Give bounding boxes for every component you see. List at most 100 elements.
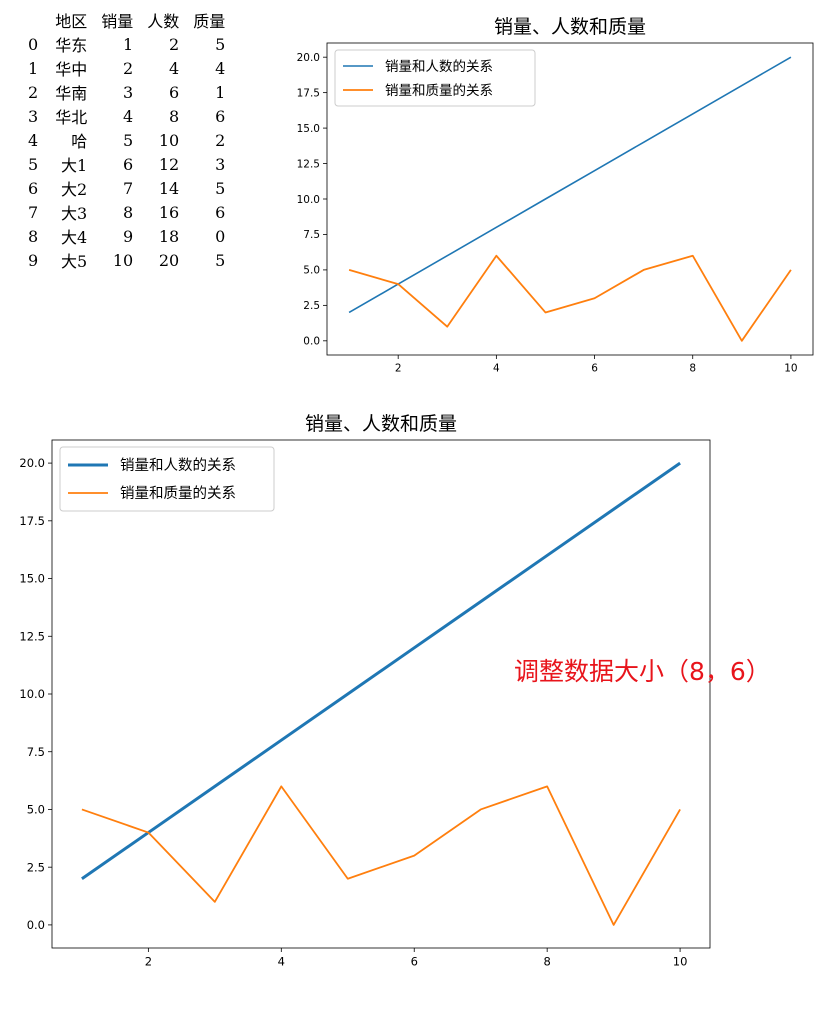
table-cell: 1: [215, 82, 226, 102]
x-tick-label: 2: [145, 955, 152, 969]
table-cell: 2: [169, 34, 180, 54]
table-cell: 大1: [61, 156, 88, 175]
series-line-1: [81, 461, 681, 880]
table-cell: 6: [215, 106, 226, 126]
y-tick-label: 10.0: [297, 194, 320, 206]
table-cell: 5: [215, 34, 226, 54]
table-cell: 5: [215, 250, 226, 270]
table-row: 2 华南 3 6 1: [20, 80, 232, 104]
legend-label: 销量和质量的关系: [120, 485, 236, 502]
row-index: 2: [28, 82, 39, 102]
row-index: 1: [28, 58, 39, 78]
row-index: 5: [28, 154, 39, 174]
chart-title: 销量、人数和质量: [494, 16, 646, 38]
table-cell: 1: [123, 34, 134, 54]
table-cell: 20: [158, 250, 180, 270]
table-cell: 2: [215, 130, 226, 150]
table-cell: 4: [123, 106, 134, 126]
table-row: 7 大3 8 16 6: [20, 200, 232, 224]
table-cell: 12: [158, 154, 180, 174]
table-cell: 14: [158, 178, 180, 198]
chart-top-group: 销量、人数和质量 2 4 6 8 10 0.0 2.5 5.0 7.5 10.0 12.5 15.0 17…: [297, 16, 814, 375]
row-index: 7: [28, 202, 39, 222]
x-tick-label: 6: [591, 363, 598, 375]
table-cell: 4: [215, 58, 226, 78]
x-tick-label: 10: [673, 955, 688, 969]
x-tick-label: 2: [395, 363, 402, 375]
y-tick-label: 0.0: [303, 336, 320, 348]
table-cell: 0: [215, 226, 226, 246]
y-tick-label: 12.5: [19, 629, 45, 643]
table-cell: 16: [158, 202, 180, 222]
table-cell: 3: [215, 154, 226, 174]
table-cell: 5: [215, 178, 226, 198]
table-cell: 6: [123, 154, 134, 174]
y-tick-label: 2.5: [27, 860, 45, 874]
table-row: 0 华东 1 2 5: [20, 32, 232, 56]
table-cell: 8: [123, 202, 134, 222]
table-cell: 4: [169, 58, 180, 78]
y-tick-label: 2.5: [303, 300, 320, 312]
column-header: 地区: [55, 12, 88, 31]
table-row: 4 哈 5 10 2: [20, 128, 232, 152]
table-cell: 华南: [55, 84, 88, 103]
row-index: 8: [28, 226, 39, 246]
column-header: 销量: [101, 12, 134, 31]
table-cell: 8: [169, 106, 180, 126]
row-index: 3: [28, 106, 39, 126]
y-tick-label: 17.5: [19, 514, 45, 528]
y-tick-label: 12.5: [297, 158, 320, 170]
axes-frame: [51, 439, 711, 949]
table-row: 9 大5 10 20 5: [20, 248, 232, 272]
table-cell: 3: [123, 82, 134, 102]
x-tick-label: 6: [411, 955, 418, 969]
legend-box: [334, 49, 536, 107]
y-tick-label: 17.5: [297, 87, 320, 99]
legend-label: 销量和人数的关系: [120, 457, 236, 474]
table-cell: 6: [215, 202, 226, 222]
series-line-1: [348, 56, 792, 314]
legend-label: 销量和质量的关系: [385, 83, 493, 99]
y-tick-label: 10.0: [19, 687, 45, 701]
table-cell: 10: [158, 130, 180, 150]
legend-label: 销量和人数的关系: [385, 59, 493, 75]
y-tick-label: 20.0: [297, 52, 320, 64]
annotation-text: 调整数据大小（8，6）: [514, 657, 771, 686]
table-cell: 18: [158, 226, 180, 246]
x-tick-label: 10: [784, 363, 797, 375]
y-tick-label: 15.0: [297, 123, 320, 135]
row-index: 4: [28, 130, 39, 150]
table-cell: 2: [123, 58, 134, 78]
table-row: 6 大2 7 14 5: [20, 176, 232, 200]
x-tick-label: 4: [278, 955, 285, 969]
legend-box: [59, 446, 275, 512]
dataframe-table: 地区 销量 人数 质量 0 华东 1 2 5 1 华中 2 4 4 2 华南 3 6 1 3 华北 4 8 6 4 哈 5 1…: [20, 8, 232, 272]
table-row: 3 华北 4 8 6: [20, 104, 232, 128]
y-tick-label: 7.5: [27, 745, 45, 759]
row-index: 0: [28, 34, 39, 54]
table-cell: 大2: [61, 180, 88, 199]
table-cell: 哈: [71, 132, 88, 151]
row-index: 9: [28, 250, 39, 270]
y-tick-label: 5.0: [27, 803, 45, 817]
table-cell: 华中: [55, 60, 88, 79]
table-cell: 华东: [55, 36, 88, 55]
chart-bottom: 销量、人数和质量 2 4 6 8 10 0.0 2.5 5.0 7.5 10.0 12.5 15.0 17…: [19, 413, 711, 969]
table-cell: 6: [169, 82, 180, 102]
table-cell: 大4: [61, 228, 88, 247]
table-row: 1 华中 2 4 4: [20, 56, 232, 80]
x-tick-label: 4: [493, 363, 500, 375]
y-tick-label: 5.0: [303, 265, 320, 277]
y-tick-label: 7.5: [303, 229, 320, 241]
table-header-row: 地区 销量 人数 质量: [20, 8, 232, 32]
table-cell: 9: [123, 226, 134, 246]
y-tick-label: 20.0: [19, 456, 45, 470]
table-row: 8 大4 9 18 0: [20, 224, 232, 248]
table-cell: 华北: [55, 108, 88, 127]
table-cell: 大3: [61, 204, 88, 223]
y-tick-label: 0.0: [27, 918, 45, 932]
chart-title: 销量、人数和质量: [305, 413, 457, 435]
row-index: 6: [28, 178, 39, 198]
table-cell: 10: [112, 250, 134, 270]
